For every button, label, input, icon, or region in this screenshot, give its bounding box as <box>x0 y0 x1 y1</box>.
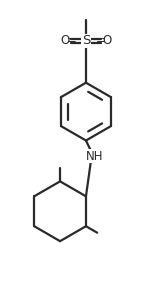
Text: S: S <box>82 34 90 47</box>
Text: =: = <box>96 34 105 47</box>
Text: O: O <box>60 34 70 47</box>
Text: NH: NH <box>86 150 103 162</box>
Text: O: O <box>102 34 112 47</box>
Text: =: = <box>66 34 76 47</box>
